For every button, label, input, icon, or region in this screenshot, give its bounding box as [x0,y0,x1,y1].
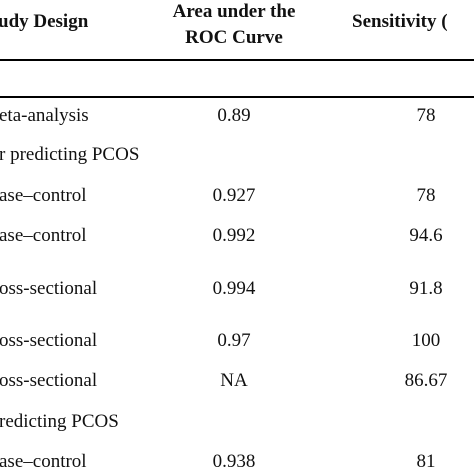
section-header-2: redicting PCOS [0,411,119,432]
row-4-sensitivity: 91.8 [409,278,443,299]
row-2-sensitivity: 78 [416,185,436,206]
row-2-design: ase–control [0,185,87,206]
header-auc-line2: ROC Curve [185,27,283,48]
row-6-sensitivity: 86.67 [404,370,448,391]
row-3-sensitivity: 94.6 [409,225,443,246]
row-2-auc: 0.927 [212,185,256,206]
row-6-design: oss-sectional [0,370,98,391]
row-5-design: oss-sectional [0,330,98,351]
row-1-sensitivity: 78 [416,105,436,126]
row-1-design: eta-analysis [0,105,89,126]
row-5-sensitivity: 100 [411,330,441,351]
row-3-design: ase–control [0,225,87,246]
row-7-auc: 0.938 [212,451,256,472]
row-3-auc: 0.992 [212,225,256,246]
row-4-design: oss-sectional [0,278,98,299]
header-rule-top [0,59,474,61]
row-5-auc: 0.97 [217,330,251,351]
header-rule-bottom [0,96,474,98]
row-6-auc: NA [220,370,248,391]
row-4-auc: 0.994 [212,278,256,299]
section-header-1: r predicting PCOS [0,144,140,165]
row-1-auc: 0.89 [217,105,251,126]
row-7-sensitivity: 81 [416,451,436,472]
row-7-design: ase–control [0,451,87,472]
header-auc-line1: Area under the [172,1,296,22]
header-sensitivity: Sensitivity ( [352,11,448,32]
header-study-design: udy Design [0,11,89,32]
